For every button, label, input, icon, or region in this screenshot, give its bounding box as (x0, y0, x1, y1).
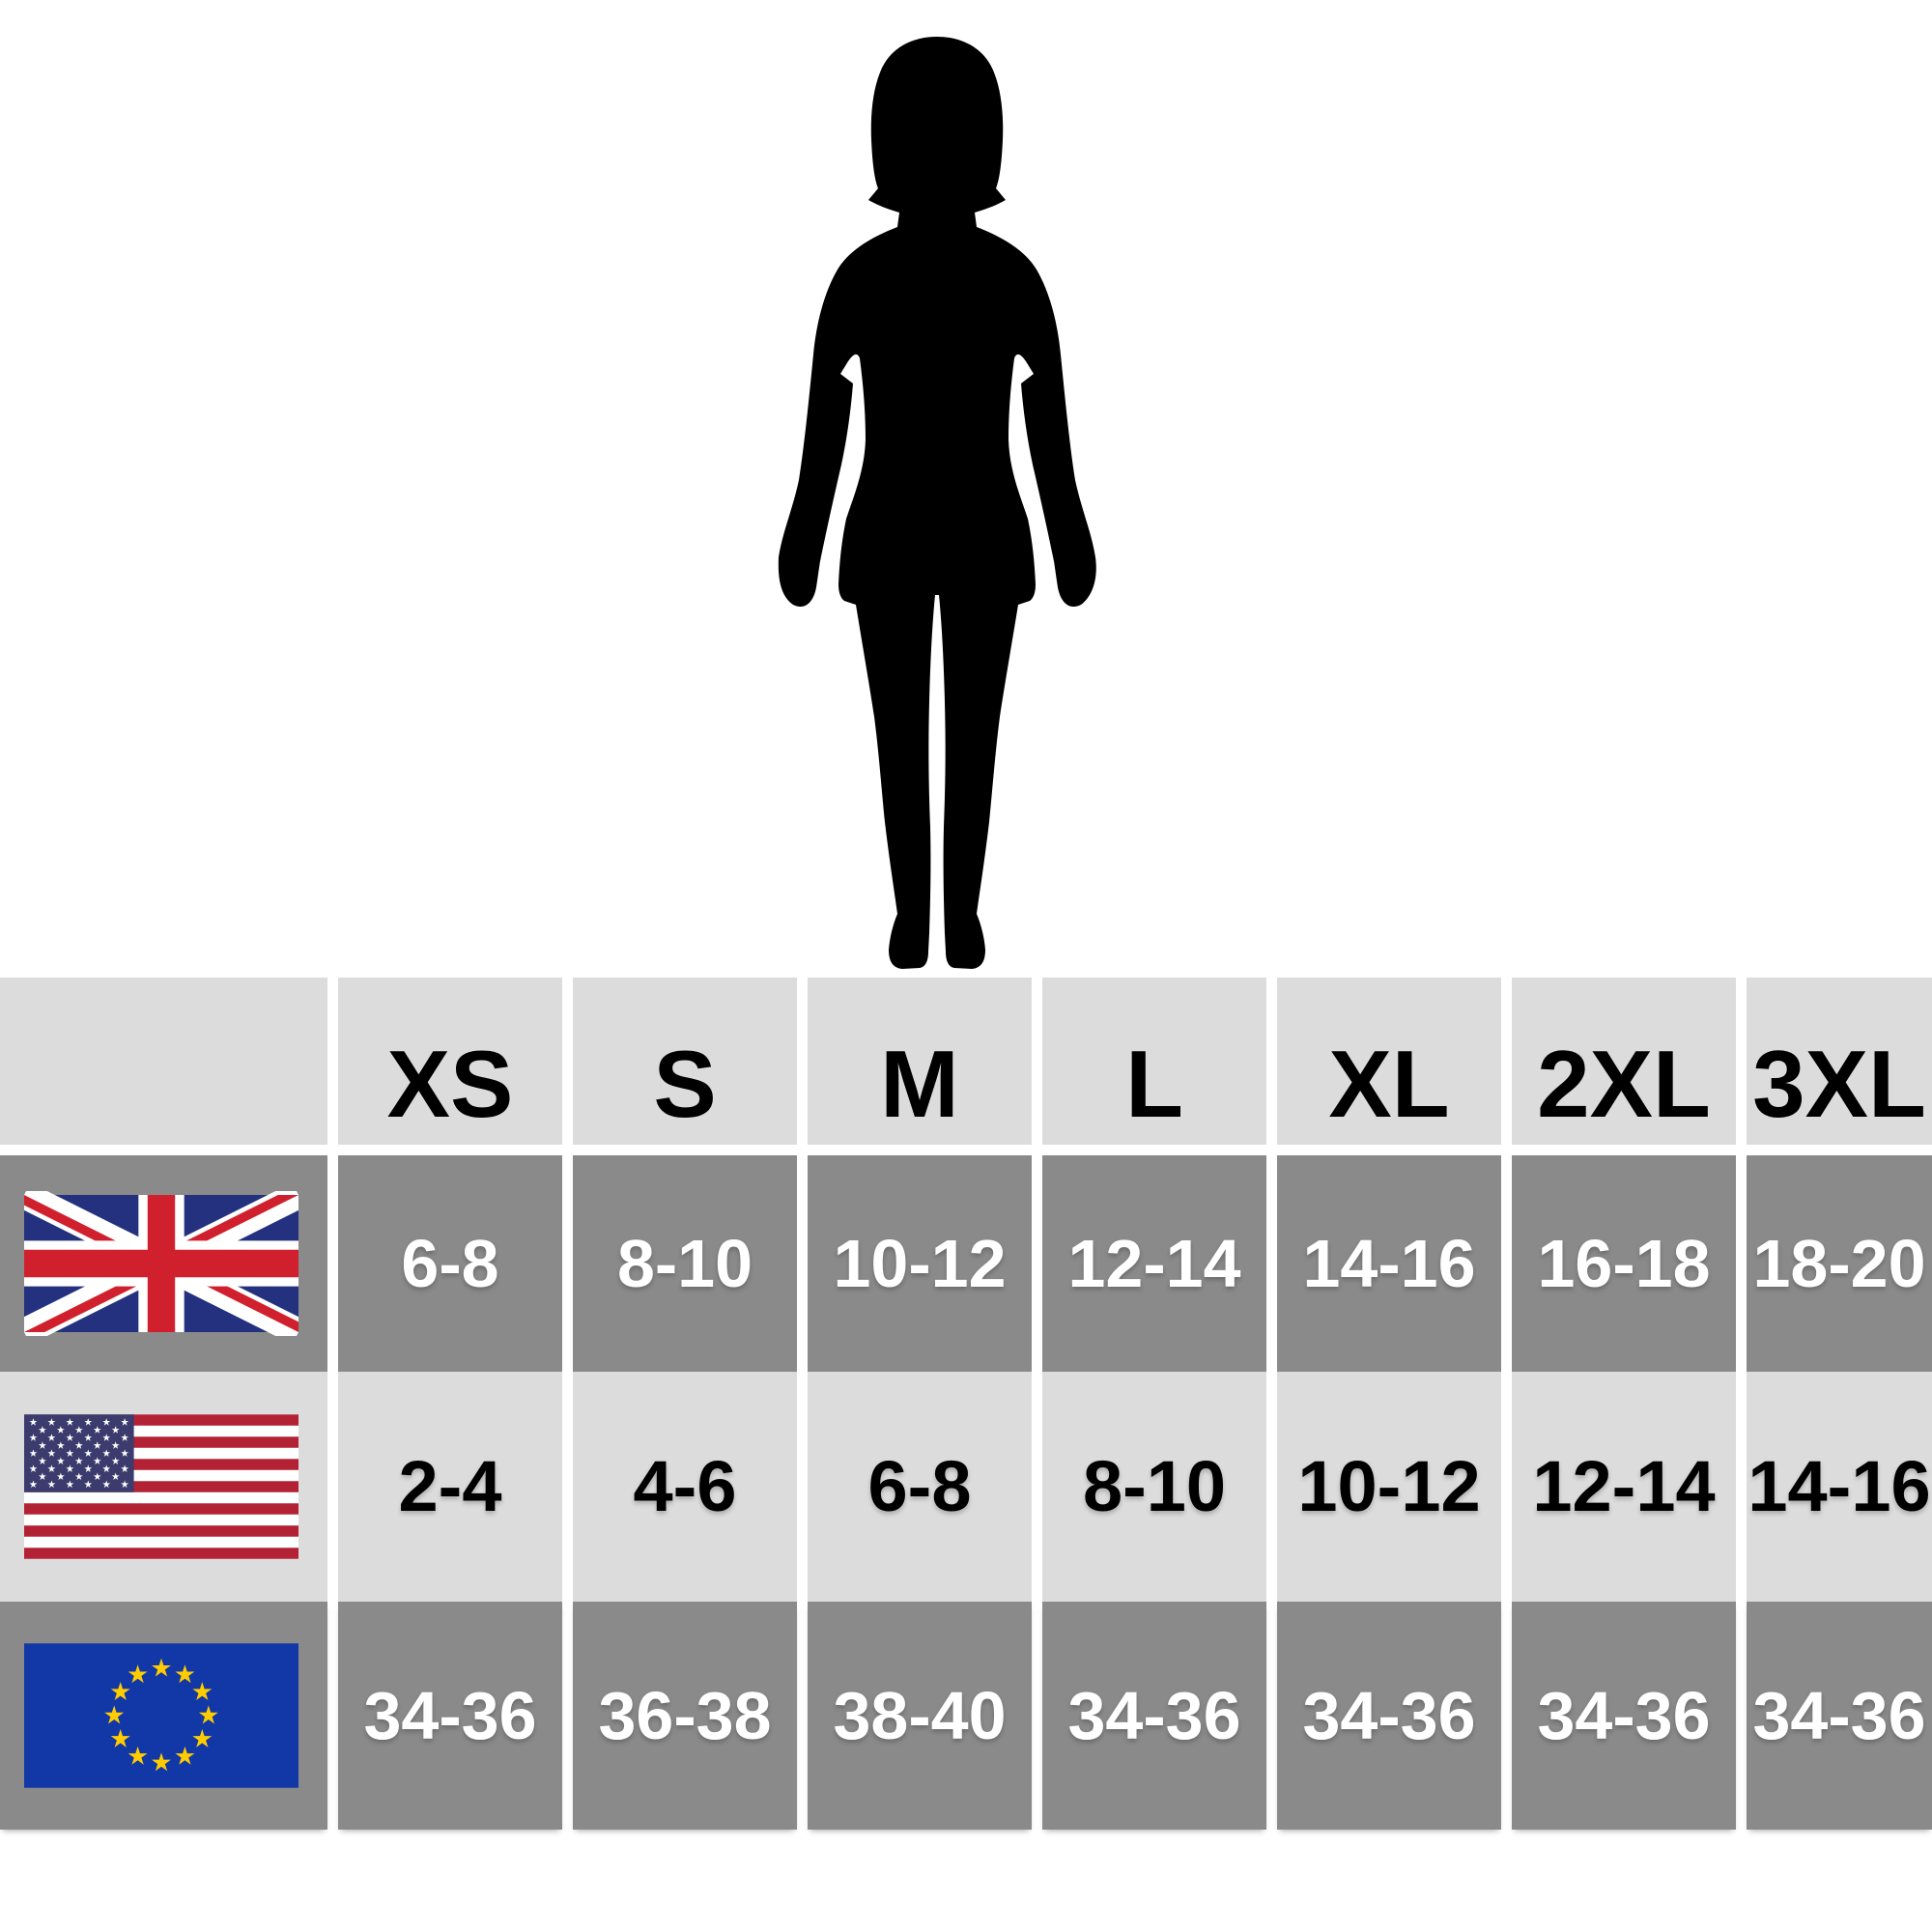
cell-eu-xs: 34-36 (338, 1602, 562, 1830)
cell-eu-2xl: 34-36 (1512, 1602, 1736, 1830)
cell-us-l: 8-10 (1042, 1372, 1266, 1602)
row-eu: 34-36 36-38 38-40 34-36 34-36 34-36 34-3… (0, 1602, 1932, 1830)
uk-flag-icon (24, 1191, 298, 1336)
cell-uk-m: 10-12 (808, 1155, 1032, 1372)
cell-uk-flag (0, 1155, 327, 1372)
header-2xl: 2XL (1512, 978, 1736, 1145)
header-s: S (573, 978, 797, 1145)
header-empty-cell (0, 978, 327, 1145)
cell-uk-s: 8-10 (573, 1155, 797, 1372)
cell-us-m: 6-8 (808, 1372, 1032, 1602)
cell-uk-l: 12-14 (1042, 1155, 1266, 1372)
cell-eu-flag (0, 1602, 327, 1830)
header-xl: XL (1277, 978, 1501, 1145)
size-conversion-table: XS S M L XL 2XL 3XL (0, 978, 1932, 1830)
cell-eu-l: 34-36 (1042, 1602, 1266, 1830)
header-3xl: 3XL (1747, 978, 1932, 1145)
cell-us-2xl: 12-14 (1512, 1372, 1736, 1602)
cell-uk-3xl: 18-20 (1747, 1155, 1932, 1372)
row-uk: 6-8 8-10 10-12 12-14 14-16 16-18 18-20 (0, 1155, 1932, 1372)
cell-eu-xl: 34-36 (1277, 1602, 1501, 1830)
cell-uk-xl: 14-16 (1277, 1155, 1501, 1372)
cell-uk-2xl: 16-18 (1512, 1155, 1736, 1372)
cell-us-xs: 2-4 (338, 1372, 562, 1602)
woman-silhouette-icon (778, 37, 1096, 969)
cell-us-s: 4-6 (573, 1372, 797, 1602)
header-row: XS S M L XL 2XL 3XL (0, 978, 1932, 1145)
cell-us-flag (0, 1372, 327, 1602)
cell-us-xl: 10-12 (1277, 1372, 1501, 1602)
cell-uk-xs: 6-8 (338, 1155, 562, 1372)
row-us: 2-4 4-6 6-8 8-10 10-12 12-14 14-16 (0, 1372, 1932, 1602)
header-l: L (1042, 978, 1266, 1145)
eu-flag-icon (24, 1643, 298, 1788)
cell-eu-3xl: 34-36 (1747, 1602, 1932, 1830)
header-m: M (808, 978, 1032, 1145)
cell-eu-m: 38-40 (808, 1602, 1032, 1830)
cell-us-3xl: 14-16 (1747, 1372, 1932, 1602)
us-flag-icon (24, 1414, 298, 1559)
cell-eu-s: 36-38 (573, 1602, 797, 1830)
header-xs: XS (338, 978, 562, 1145)
